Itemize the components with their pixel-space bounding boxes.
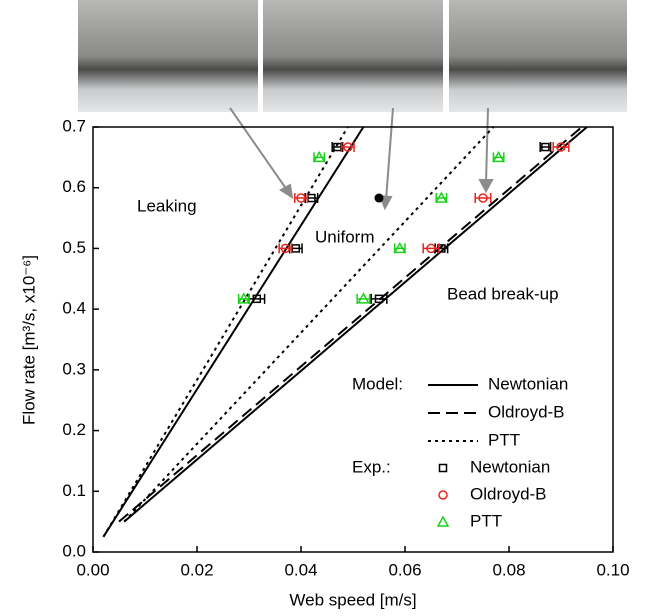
data-point: [426, 243, 436, 254]
photo: [78, 0, 258, 112]
legend-swatch: [438, 463, 448, 473]
legend-label: Oldroyd-B: [488, 402, 565, 421]
data-point: [492, 150, 505, 163]
y-tick-label: 0.2: [62, 420, 86, 439]
error-bar: [552, 142, 570, 153]
y-tick-label: 0.7: [62, 116, 86, 135]
photo: [263, 0, 443, 112]
annotation: Bead break-up: [447, 284, 559, 303]
legend-group-label: Exp.:: [352, 457, 391, 476]
plot-frame: [92, 126, 614, 553]
legend-label: Newtonian: [488, 374, 568, 393]
data-point: [296, 193, 306, 203]
data-point: [435, 191, 448, 203]
x-tick-label: 0.02: [180, 560, 213, 579]
y-tick-label: 0.3: [62, 359, 86, 378]
data-point: [478, 193, 488, 203]
data-point: [280, 243, 291, 254]
y-axis-label: Flow rate [m³/s, x10⁻⁶]: [19, 255, 38, 425]
error-bar: [370, 293, 388, 304]
annotation: Uniform: [315, 227, 375, 246]
data-point: [374, 294, 384, 304]
y-tick-label: 0.1: [62, 481, 86, 500]
model-line: [118, 126, 583, 523]
legend-swatch: [438, 490, 448, 500]
y-tick-label: 0.0: [62, 541, 86, 560]
x-tick-label: 0.10: [596, 560, 629, 579]
photo: [449, 0, 627, 112]
data-point: [393, 241, 407, 254]
legend-group-label: Model:: [352, 374, 403, 393]
highlight-point: [374, 193, 384, 203]
y-tick-label: 0.4: [62, 299, 86, 318]
data-point: [252, 294, 262, 304]
legend-swatch: [436, 515, 450, 527]
x-tick-label: 0.06: [388, 560, 421, 579]
data-point: [556, 142, 566, 152]
arrows: [229, 107, 494, 211]
data-point: [357, 292, 370, 304]
model-line: [102, 126, 495, 538]
data-point: [312, 150, 326, 163]
data-point: [343, 142, 353, 152]
legend-label: Oldroyd-B: [470, 484, 547, 503]
legend-label: Newtonian: [470, 457, 550, 476]
x-tick-label: 0.04: [284, 560, 317, 579]
annotation: Leaking: [137, 196, 197, 215]
error-bar: [474, 193, 492, 204]
legend-label: PTT: [470, 511, 502, 530]
x-tick-label: 0.00: [76, 560, 109, 579]
y-tick-label: 0.6: [62, 177, 86, 196]
legend-label: PTT: [488, 430, 520, 449]
data-point: [541, 142, 550, 152]
x-tick-label: 0.08: [492, 560, 525, 579]
error-bar: [422, 243, 440, 254]
model-line: [102, 126, 588, 538]
y-tick-label: 0.5: [62, 238, 86, 257]
error-bar: [356, 293, 371, 304]
x-axis-label: Web speed [m/s]: [289, 590, 416, 609]
data-point: [237, 292, 251, 304]
